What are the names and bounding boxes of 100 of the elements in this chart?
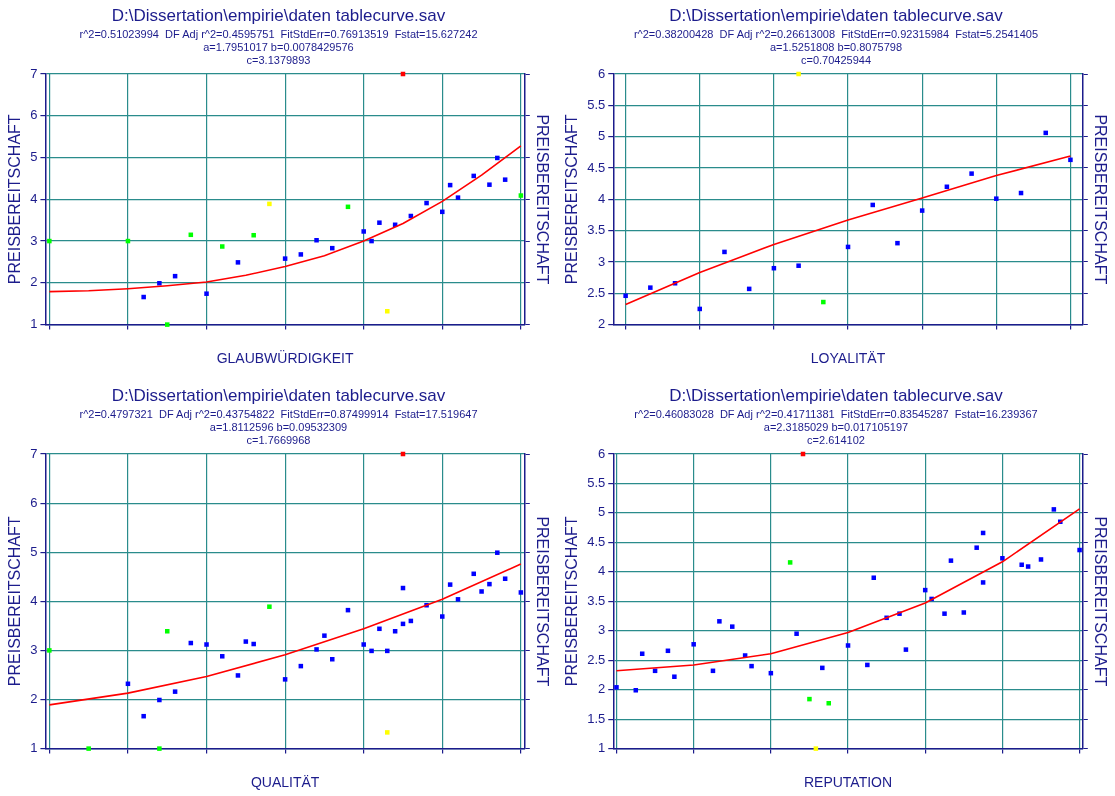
point (243, 639, 249, 644)
point (722, 249, 727, 255)
point (219, 244, 225, 249)
point (471, 571, 476, 577)
chart-title: D:\Dissertation\empirie\daten tablecurve.sav (111, 5, 446, 25)
y-tick-label: 4.5 (587, 159, 606, 175)
y-tick-label: 3.5 (587, 592, 606, 608)
point (204, 642, 209, 647)
y-tick-label: 7 (30, 65, 38, 81)
point (502, 576, 508, 581)
point (749, 663, 754, 669)
point (1038, 557, 1044, 562)
point (672, 674, 677, 679)
point (385, 648, 390, 654)
point (385, 730, 390, 735)
y-tick-label: 2 (598, 316, 606, 332)
point (1068, 157, 1073, 163)
chart-subtitle: r^2=0.4797321 DF Adj r^2=0.43754822 FitStdErr=0.87499914 Fstat=17.519647 a=1.8112596 b=0.09532309 c=1.7669968 (79, 408, 478, 447)
point (495, 550, 500, 555)
point (471, 173, 476, 179)
point (717, 619, 722, 624)
point (813, 746, 819, 751)
y-axis-title: PREISBEREITSCHAFT (563, 114, 581, 285)
point (919, 208, 925, 213)
point (807, 696, 812, 702)
y2-axis-title: PREISBEREITSCHAFT (533, 516, 551, 687)
point (495, 155, 500, 161)
y-tick-label: 2 (30, 691, 38, 707)
point (870, 202, 876, 208)
y-tick-label: 4 (30, 592, 38, 608)
y-tick-label: 4.5 (587, 533, 606, 549)
point (794, 631, 799, 636)
y-tick-label: 2 (598, 681, 606, 697)
point (204, 291, 209, 296)
point (157, 746, 162, 751)
point (219, 654, 225, 659)
point (267, 201, 272, 207)
point (447, 582, 453, 587)
y-tick-label: 6 (598, 445, 606, 461)
point (455, 195, 461, 200)
y-tick-label: 4 (598, 563, 606, 579)
point (157, 280, 162, 286)
point (322, 633, 327, 638)
point (392, 628, 398, 634)
point (282, 677, 288, 682)
point (942, 611, 947, 616)
point (235, 673, 241, 678)
point (298, 252, 304, 257)
point (639, 651, 645, 656)
y-tick-label: 1 (30, 316, 38, 332)
point (1077, 547, 1082, 553)
point (614, 685, 619, 690)
point (974, 545, 979, 550)
point (440, 209, 445, 215)
y-tick-label: 3 (598, 253, 606, 269)
point (518, 590, 524, 595)
point (330, 656, 335, 662)
point (994, 196, 999, 201)
point (691, 642, 696, 647)
y2-axis-title: PREISBEREITSCHAFT (1091, 114, 1109, 285)
point (164, 628, 170, 634)
point (47, 238, 52, 244)
point (796, 263, 801, 268)
y2-axis-title: PREISBEREITSCHAFT (1091, 516, 1109, 687)
point (377, 626, 382, 632)
point (251, 232, 256, 238)
chart-title: D:\Dissertation\empirie\daten tablecurve.sav (111, 385, 446, 405)
point (86, 746, 91, 751)
point (623, 293, 628, 299)
y-tick-label: 6 (598, 65, 606, 81)
point (487, 182, 492, 187)
x-axis-title: QUALITÄT (250, 774, 320, 791)
point (235, 260, 241, 265)
y-tick-label: 2.5 (587, 651, 606, 667)
point (821, 299, 826, 305)
point (796, 71, 801, 77)
point (369, 238, 374, 244)
chart-subtitle: r^2=0.38200428 DF Adj r^2=0.26613008 FitStdErr=0.92315984 Fstat=5.2541405 a=1.5251808 b=0.8075798 c=0.70425944 (633, 28, 1039, 67)
point (164, 322, 170, 327)
y-tick-label: 7 (30, 445, 38, 461)
y2-axis-title: PREISBEREITSCHAFT (533, 114, 551, 285)
y-tick-label: 3 (30, 232, 38, 248)
x-axis-title: LOYALITÄT (810, 350, 886, 367)
point (1019, 562, 1024, 568)
point (440, 614, 445, 619)
point (47, 648, 52, 653)
y-axis-title: PREISBEREITSCHAFT (6, 114, 24, 285)
point (385, 308, 390, 314)
y-tick-label: 3 (30, 641, 38, 657)
y-tick-label: 6 (30, 107, 38, 123)
point (633, 688, 639, 693)
point (895, 240, 900, 246)
point (361, 229, 366, 234)
x-axis-title: GLAUBWÜRDIGKEIT (216, 349, 355, 367)
y-tick-label: 5.5 (587, 475, 606, 491)
point (424, 200, 429, 206)
x-axis-title: REPUTATION (803, 774, 893, 791)
y-tick-label: 2 (30, 274, 38, 290)
point (1051, 507, 1057, 512)
point (820, 665, 825, 671)
